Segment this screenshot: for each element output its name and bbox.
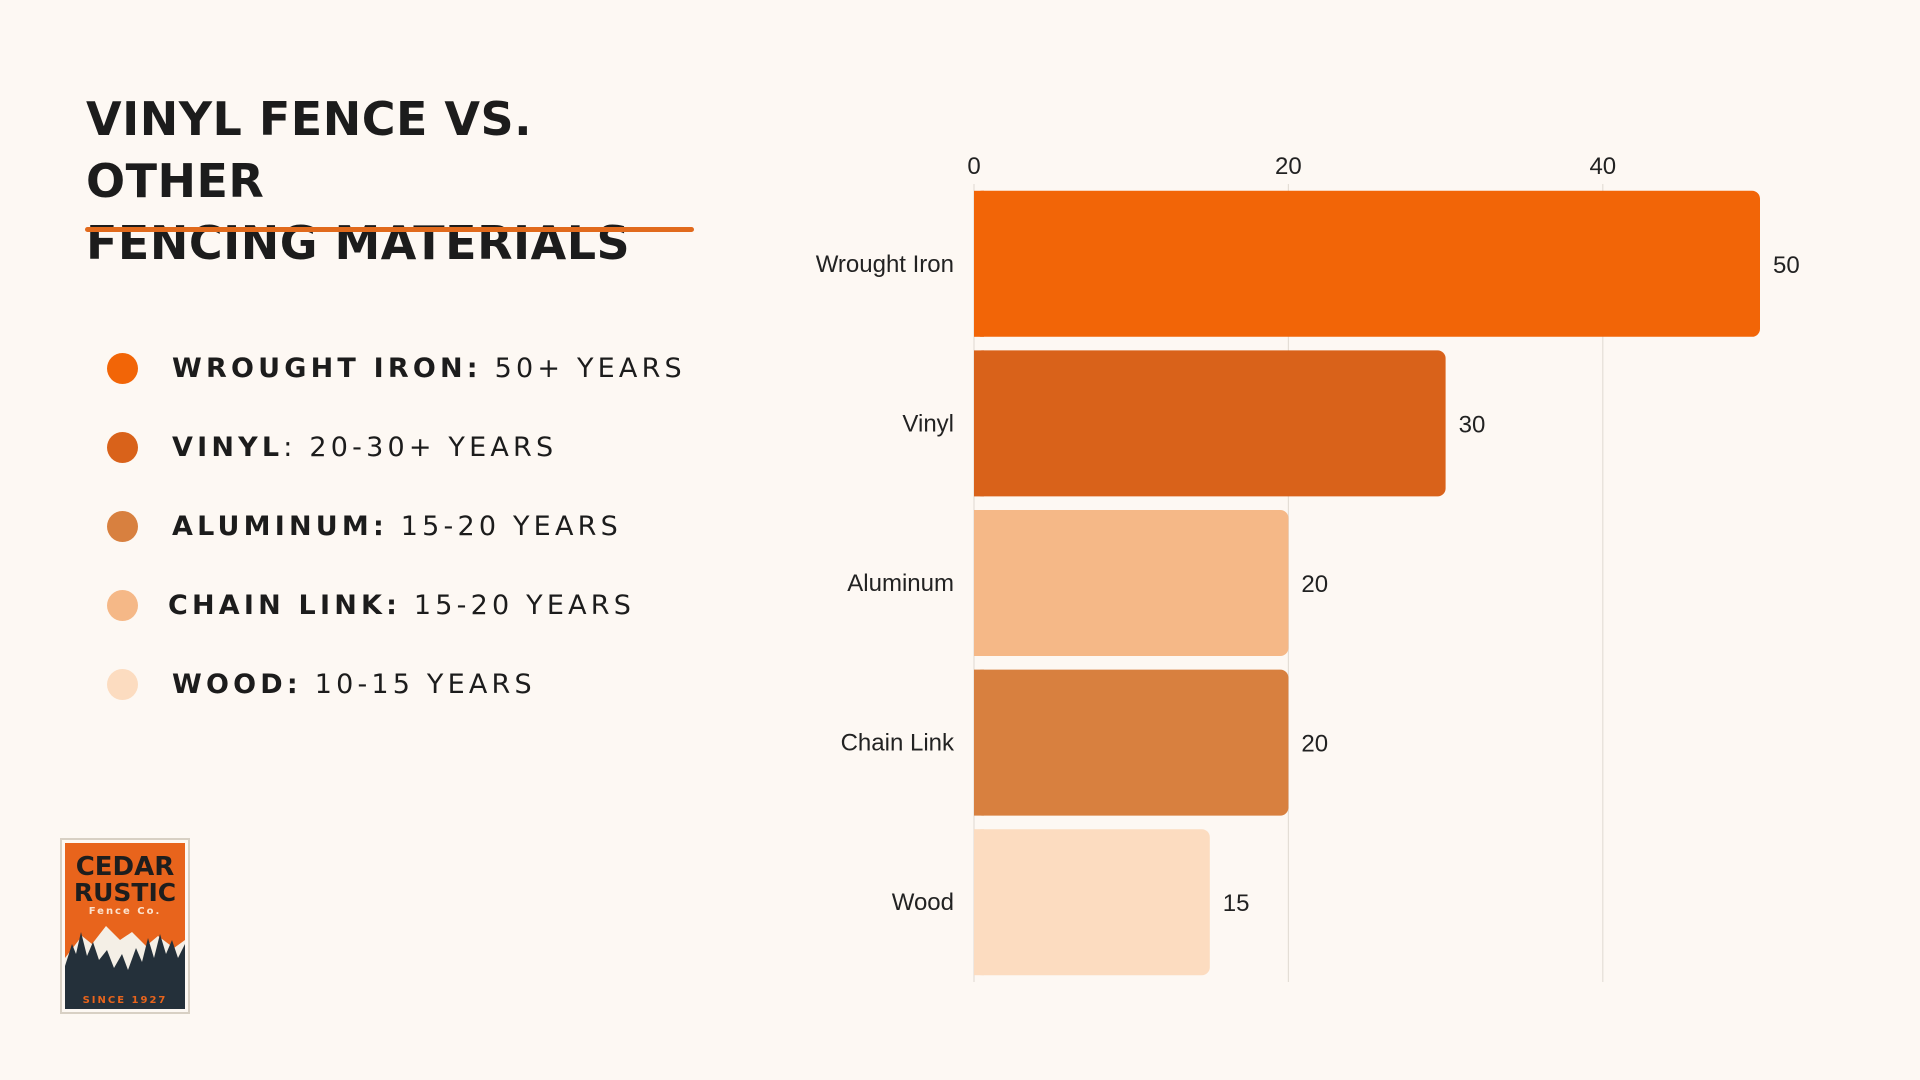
logo-graphic: CEDAR RUSTIC Fence Co. SINCE 1927 [65,843,185,1009]
logo-word-rustic: RUSTIC [74,878,176,907]
value-label: 20 [1301,731,1328,758]
bar-wood [974,829,1210,976]
bar-base-chain-link [974,669,984,816]
bar-base-wrought-iron [974,190,984,337]
company-logo: CEDAR RUSTIC Fence Co. SINCE 1927 [60,838,190,1014]
category-label: Vinyl [902,410,954,437]
legend-dot-icon [107,432,138,463]
legend-material: CHAIN LINK: [168,590,402,621]
legend-text: WROUGHT IRON: 50+ YEARS [172,354,686,384]
category-label: Wrought Iron [816,251,954,278]
bar-aluminum [974,510,1289,656]
legend-material: VINYL [172,432,284,463]
value-label: 50 [1773,252,1800,279]
legend-dot-icon [107,511,138,542]
chart-x-axis: 0 20 40 [967,153,1616,180]
legend-material: ALUMINUM: [172,511,388,542]
legend-dot-icon [107,669,138,700]
legend-lifespan: 15-20 YEARS [387,511,622,542]
title-line-2: FENCING MATERIALS [86,216,631,270]
legend-lifespan: 10-15 YEARS [301,669,536,700]
legend-text: WOOD: 10-15 YEARS [172,670,536,700]
logo-word-fence-co: Fence Co. [89,906,162,917]
x-tick-label: 0 [967,153,980,180]
bar-base-wood [974,829,984,976]
x-tick-label: 40 [1589,153,1616,180]
bar-base-vinyl [974,350,984,497]
chart-y-axis: Wrought Iron Vinyl Aluminum Chain Link Wood [816,251,955,916]
chart-bars [974,190,1760,976]
value-label: 20 [1301,571,1328,598]
value-label: 30 [1459,411,1486,438]
bar-vinyl [974,350,1446,497]
logo-word-cedar: CEDAR [76,852,175,882]
legend-text: VINYL: 20-30+ YEARS [172,433,557,463]
category-label: Chain Link [841,730,955,757]
legend-lifespan: : 20-30+ YEARS [283,432,558,463]
title-line-1: VINYL FENCE VS. OTHER [86,92,533,208]
value-label: 15 [1223,890,1250,917]
title-underline [85,227,694,232]
logo-banner [65,988,185,1009]
bar-base-aluminum [974,510,984,656]
legend-material: WOOD: [172,669,302,700]
page-title: VINYL FENCE VS. OTHER FENCING MATERIALS [86,88,726,274]
logo-tagline: SINCE 1927 [83,995,168,1006]
category-label: Wood [892,889,954,916]
legend-text: CHAIN LINK: 15-20 YEARS [168,591,635,621]
legend-dot-icon [107,590,138,621]
legend-text: ALUMINUM: 15-20 YEARS [172,512,622,542]
x-tick-label: 20 [1275,153,1302,180]
bar-wrought-iron [974,190,1760,337]
category-label: Aluminum [847,570,954,597]
bar-chain-link [974,669,1289,816]
chart-value-labels: 50 30 20 20 15 [1223,252,1800,917]
legend-lifespan: 50+ YEARS [481,353,686,384]
legend-lifespan: 15-20 YEARS [401,590,636,621]
legend-dot-icon [107,353,138,384]
legend-material: WROUGHT IRON: [172,353,482,384]
